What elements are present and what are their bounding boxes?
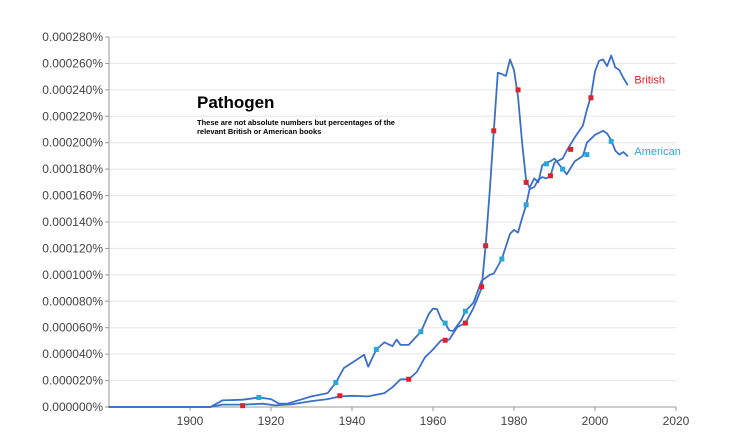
y-tick-label: 0.000060% bbox=[42, 321, 103, 335]
y-tick-label: 0.000200% bbox=[42, 136, 103, 150]
series-marker-british bbox=[240, 403, 246, 409]
y-tick-label: 0.000180% bbox=[42, 162, 103, 176]
series-marker-british bbox=[442, 337, 448, 343]
series-marker-american bbox=[373, 347, 379, 353]
series-marker-american bbox=[256, 394, 262, 400]
y-tick-label: 0.000080% bbox=[42, 294, 103, 308]
marker-layer bbox=[240, 87, 614, 409]
series-marker-british bbox=[406, 376, 412, 382]
y-tick-label: 0.000240% bbox=[42, 83, 103, 97]
series-marker-american bbox=[462, 308, 468, 314]
series-marker-british bbox=[523, 179, 529, 185]
series-label-british: British bbox=[634, 75, 665, 87]
x-tick-label: 1940 bbox=[339, 414, 366, 428]
x-tick-label: 1900 bbox=[177, 414, 204, 428]
y-axis: 0.000000% 0.000020% 0.000040% 0.000060% 0.00… bbox=[42, 30, 110, 414]
y-tick-label: 0.000220% bbox=[42, 109, 103, 123]
series-marker-british bbox=[337, 393, 343, 399]
series-marker-british bbox=[483, 243, 489, 249]
series-marker-british bbox=[479, 284, 485, 290]
y-tick-label: 0.000160% bbox=[42, 189, 103, 203]
x-tick-label: 2000 bbox=[582, 414, 609, 428]
x-tick-label: 1960 bbox=[420, 414, 447, 428]
series-line-british bbox=[108, 54, 629, 408]
series-marker-american bbox=[442, 320, 448, 326]
x-tick-label: 1980 bbox=[501, 414, 528, 428]
series-marker-british bbox=[568, 146, 574, 152]
y-tick-label: 0.000020% bbox=[42, 374, 103, 388]
series-marker-british bbox=[588, 95, 594, 101]
y-tick-label: 0.000100% bbox=[42, 268, 103, 282]
series-marker-british bbox=[462, 320, 468, 326]
series-marker-american bbox=[584, 152, 590, 158]
y-tick-label: 0.000120% bbox=[42, 241, 103, 255]
series-marker-american bbox=[499, 256, 505, 262]
series-marker-american bbox=[523, 202, 529, 208]
x-axis: 1900 1920 1940 1960 1980 2000 2020 bbox=[177, 407, 690, 428]
series-marker-british bbox=[547, 173, 553, 179]
grid-layer bbox=[109, 36, 676, 408]
series-marker-american bbox=[560, 166, 566, 172]
chart-annotation: Pathogen These are not absolute numbers … bbox=[197, 92, 417, 136]
x-tick-label: 1920 bbox=[258, 414, 285, 428]
series-marker-american bbox=[543, 161, 549, 167]
series-marker-american bbox=[418, 329, 424, 335]
y-tick-label: 0.000000% bbox=[42, 400, 103, 414]
series-marker-american bbox=[333, 380, 339, 386]
series-marker-british bbox=[491, 128, 497, 134]
series-marker-american bbox=[608, 138, 614, 144]
y-tick-label: 0.000280% bbox=[42, 30, 103, 44]
x-tick-label: 2020 bbox=[663, 414, 690, 428]
chart-title: Pathogen bbox=[197, 93, 275, 112]
y-tick-label: 0.000040% bbox=[42, 347, 103, 361]
series-label-layer: British American bbox=[634, 75, 680, 158]
y-tick-label: 0.000140% bbox=[42, 215, 103, 229]
series-line-american bbox=[108, 129, 629, 408]
chart-subtitle: These are not absolute numbers but perce… bbox=[197, 118, 395, 136]
series-label-american: American bbox=[634, 146, 680, 158]
series-marker-british bbox=[515, 87, 521, 93]
y-tick-label: 0.000260% bbox=[42, 56, 103, 70]
